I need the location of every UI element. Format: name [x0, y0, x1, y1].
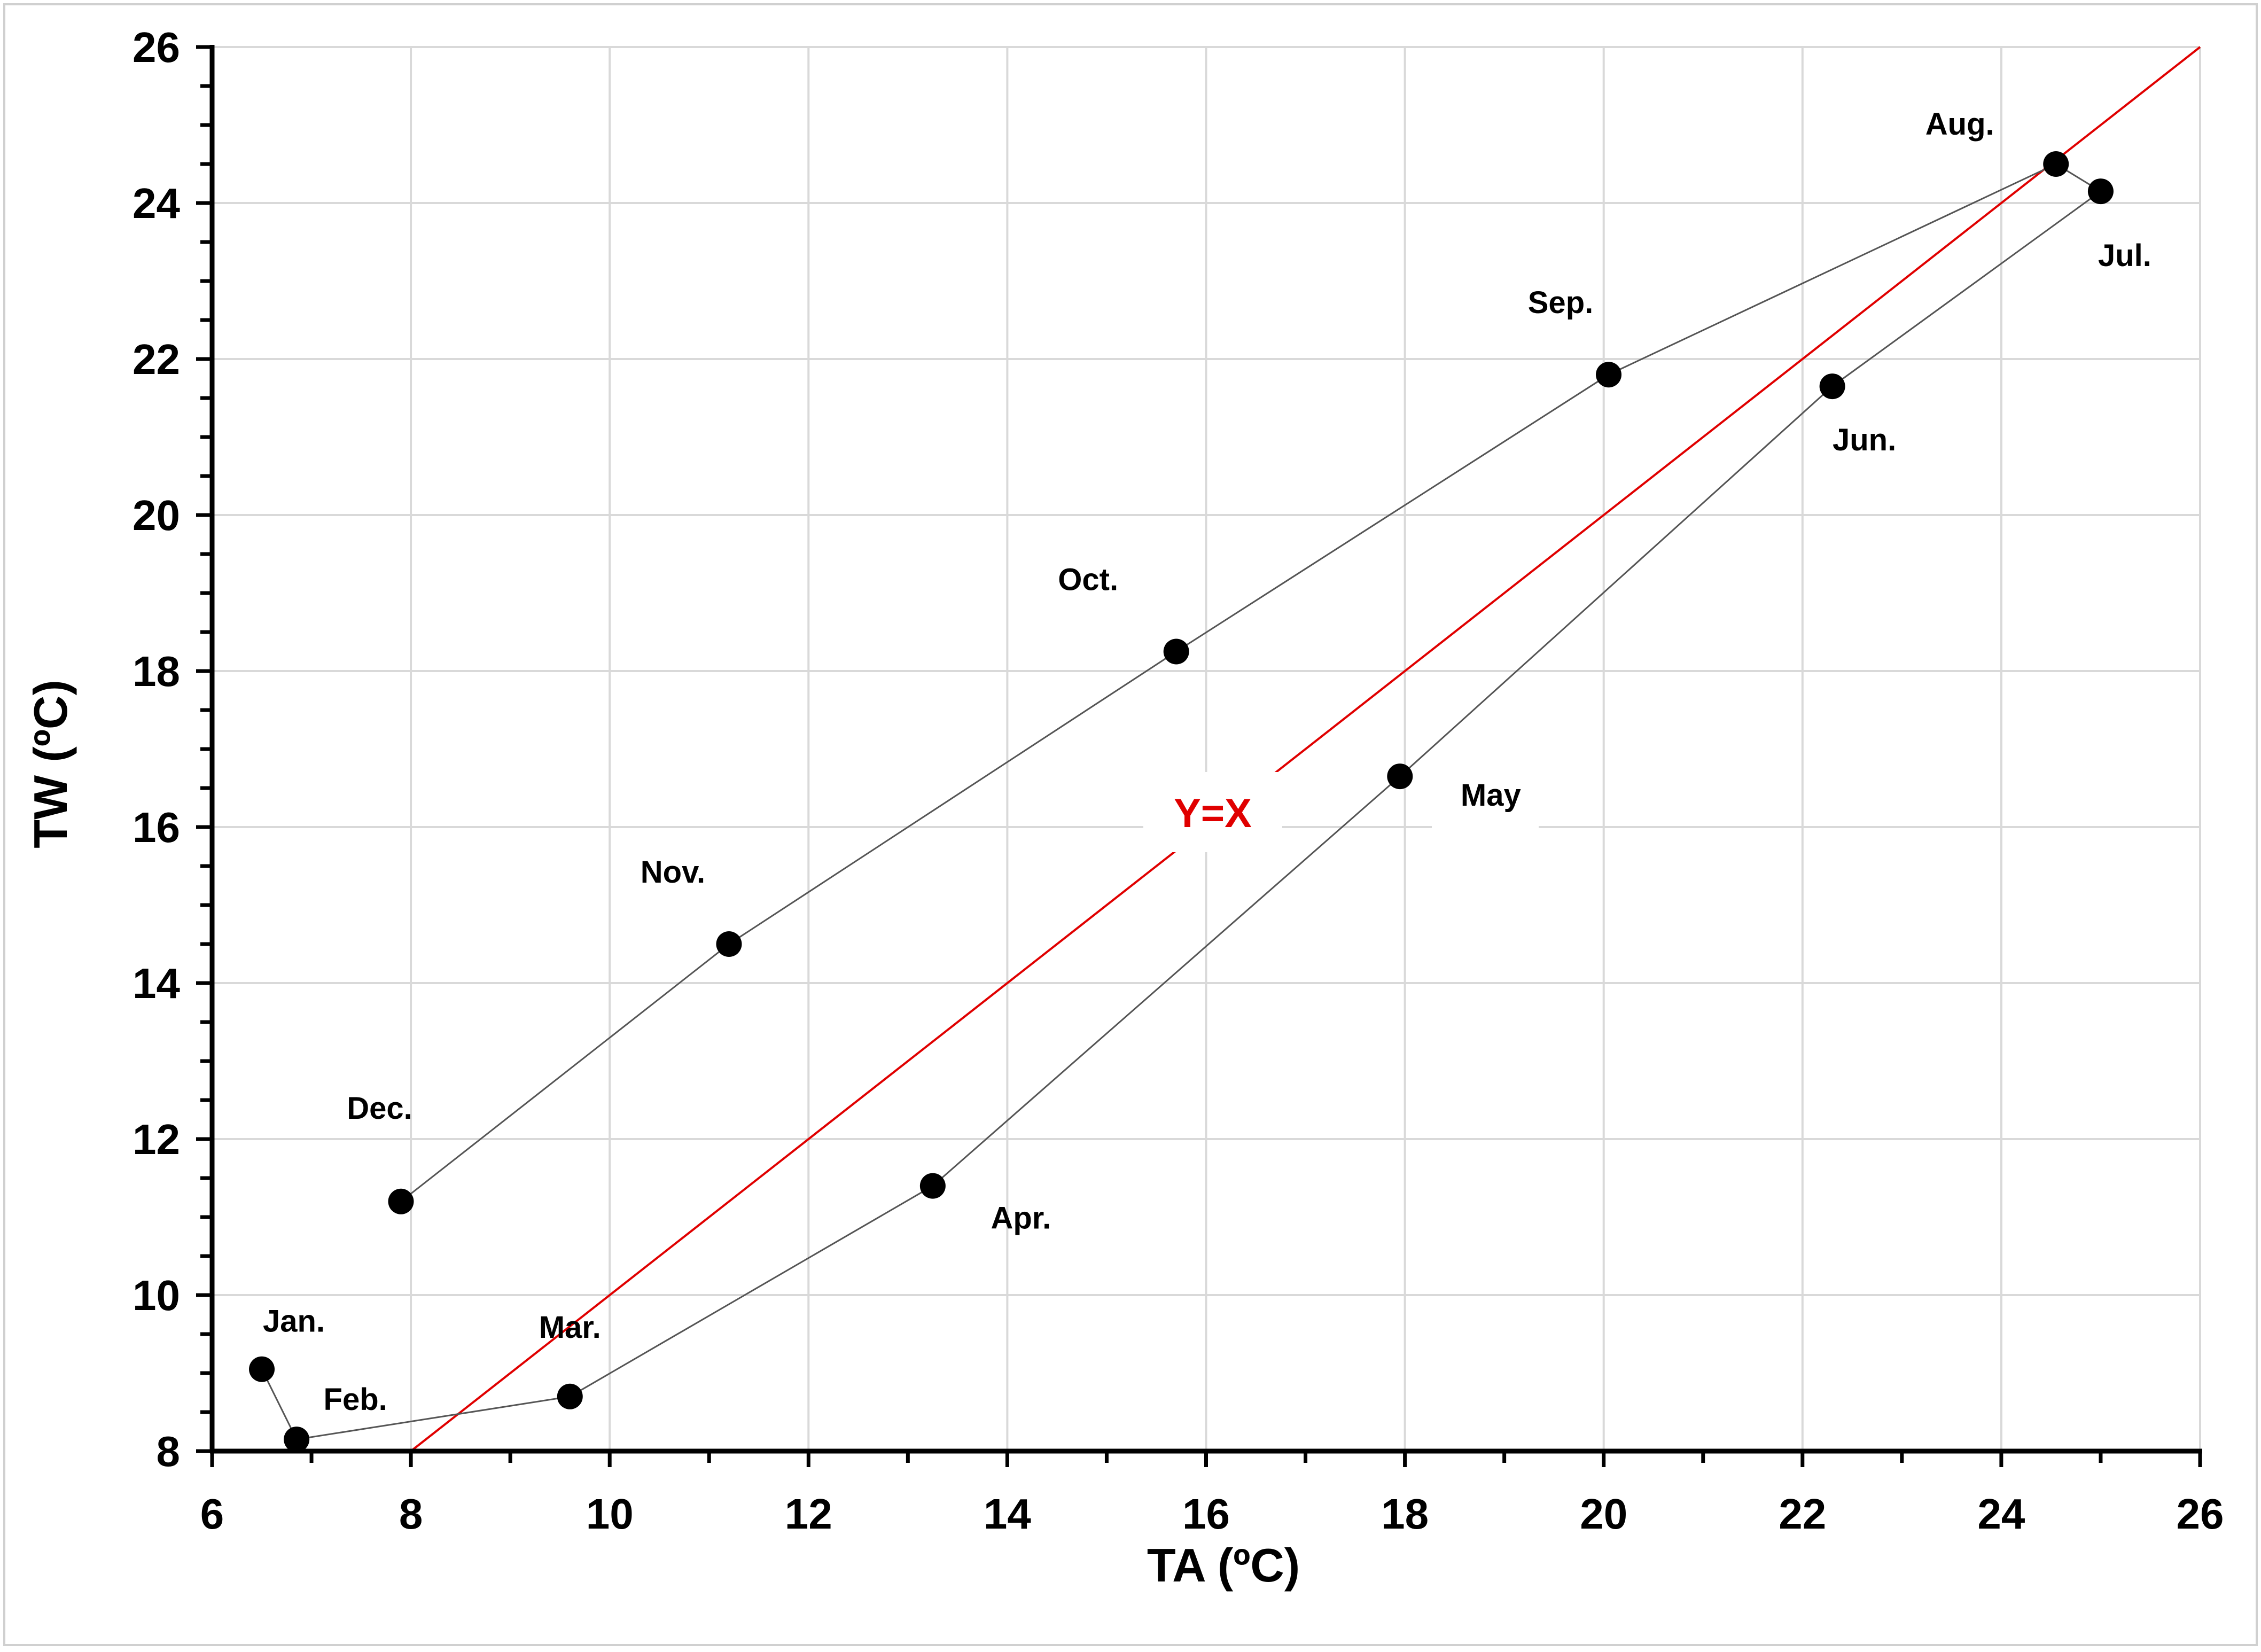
y-tick-label: 8	[157, 1428, 181, 1475]
x-tick-label: 22	[1779, 1490, 1826, 1538]
data-point	[2043, 151, 2069, 177]
data-points	[249, 151, 2114, 1453]
point-label: Jun.	[1833, 423, 1896, 457]
point-label: Nov.	[641, 855, 705, 890]
series-lines	[261, 163, 2102, 1440]
point-label: Mar.	[539, 1310, 601, 1345]
x-tick-label: 16	[1182, 1490, 1230, 1538]
reference-line-label: Y=X	[1174, 791, 1252, 836]
y-tick-label: 16	[132, 804, 180, 851]
data-point	[388, 1188, 414, 1214]
y-tick-label: 22	[132, 336, 180, 383]
x-tick-label: 6	[200, 1490, 224, 1538]
grid	[212, 46, 2201, 1451]
data-point	[1163, 638, 1189, 665]
point-labels: Jan. Feb. Mar. Apr. May Jun. Jul. Aug. Sep. Oct. N…	[263, 107, 2151, 1417]
x-tick-label: 20	[1580, 1490, 1627, 1538]
reference-line-group	[410, 46, 2201, 1452]
may-label-box	[1432, 775, 1539, 833]
data-point	[557, 1383, 583, 1409]
point-label: Apr.	[991, 1201, 1051, 1236]
data-point	[1596, 362, 1622, 388]
point-label: Aug.	[1925, 107, 1994, 142]
data-point	[2087, 178, 2114, 205]
figure-border	[3, 3, 2258, 1646]
y-tick-label: 24	[132, 180, 180, 227]
point-label: May	[1461, 778, 1521, 813]
data-point	[1387, 763, 1413, 790]
point-label: Jan.	[263, 1304, 325, 1339]
data-point	[919, 1173, 946, 1199]
y-tick-label: 14	[132, 960, 180, 1007]
axes	[196, 45, 2202, 1467]
data-point	[716, 931, 742, 957]
y-tick-label: 26	[132, 24, 180, 71]
reference-label-box	[1143, 772, 1282, 852]
series-line	[261, 163, 2102, 1440]
y-tick-label: 20	[132, 492, 180, 539]
x-tick-label: 12	[785, 1490, 832, 1538]
y-axis-title: TW (ºC)	[24, 680, 77, 848]
point-label: Oct.	[1058, 563, 1118, 597]
label-backgrounds	[1143, 772, 1539, 852]
data-point	[1819, 373, 1845, 400]
x-tick-label: 8	[399, 1490, 423, 1538]
data-point	[284, 1427, 310, 1453]
point-label: Dec.	[347, 1091, 412, 1126]
point-label: Jul.	[2098, 238, 2151, 273]
x-tick-label: 26	[2177, 1490, 2224, 1538]
y-tick-label: 12	[132, 1116, 180, 1163]
x-tick-label: 14	[984, 1490, 1031, 1538]
data-point	[249, 1356, 275, 1382]
x-tick-label: 24	[1977, 1490, 2025, 1538]
x-tick-label: 10	[586, 1490, 634, 1538]
point-label: Feb.	[324, 1382, 387, 1417]
reference-line	[410, 46, 2201, 1452]
point-label: Sep.	[1528, 285, 1594, 320]
x-axis-title: TA (ºC)	[1147, 1539, 1300, 1592]
x-tick-label: 18	[1381, 1490, 1429, 1538]
y-tick-label: 18	[132, 648, 180, 695]
y-tick-label: 10	[132, 1272, 180, 1319]
